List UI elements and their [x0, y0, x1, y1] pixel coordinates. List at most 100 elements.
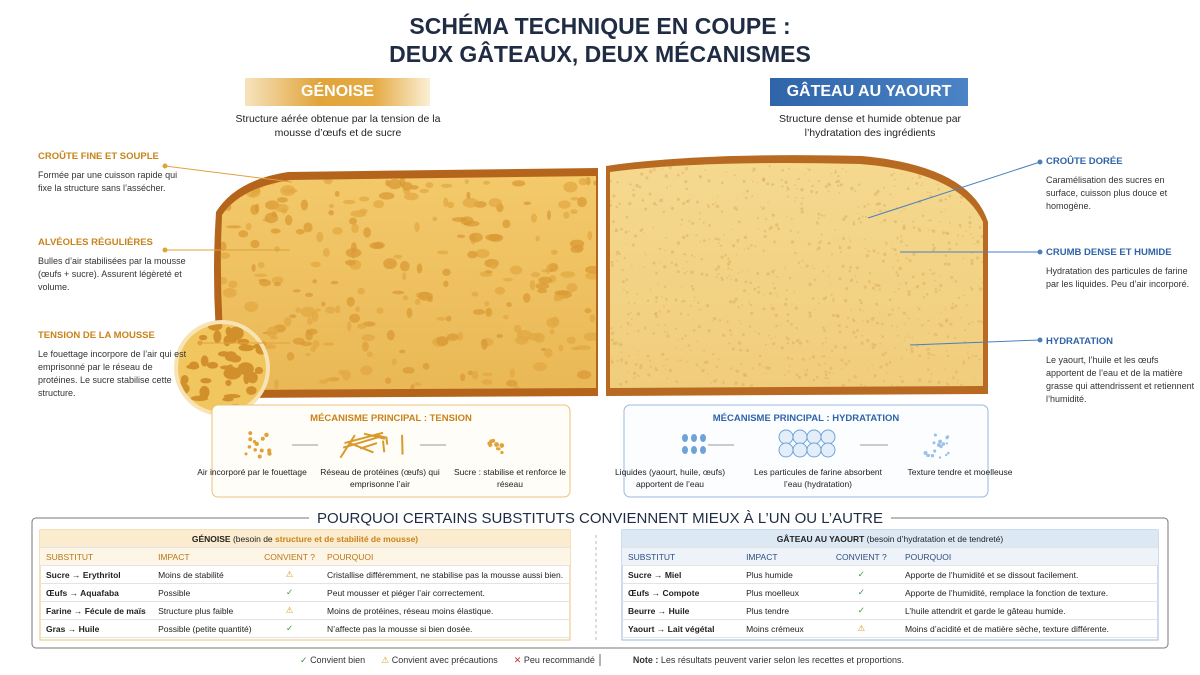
- annotation: ALVÉOLES RÉGULIÈRES Bulles d’air stabilis…: [38, 236, 188, 294]
- mechanism-step: Réseau de protéines (œufs) qui emprisonn…: [320, 467, 440, 489]
- pore: [655, 295, 659, 300]
- pore: [970, 287, 974, 291]
- pore: [785, 215, 787, 217]
- hole: [399, 260, 410, 272]
- pore: [624, 380, 628, 384]
- pore: [901, 220, 903, 222]
- pore: [938, 380, 941, 383]
- pore: [783, 373, 786, 376]
- table-row: Sucre → Erythritol Moins de stabilité ⚠ Cri…: [40, 565, 570, 584]
- pore: [643, 326, 647, 330]
- dot: [496, 447, 500, 451]
- hole: [399, 177, 406, 187]
- hole: [535, 282, 550, 290]
- pore: [769, 307, 772, 310]
- pore: [737, 341, 742, 345]
- pore: [965, 230, 967, 232]
- pore: [653, 261, 655, 263]
- pore: [727, 267, 730, 270]
- pore: [800, 188, 804, 192]
- hole: [506, 302, 512, 308]
- pore: [810, 190, 814, 193]
- hole: [485, 234, 502, 241]
- hole: [228, 280, 238, 289]
- hole: [255, 203, 260, 213]
- pore: [681, 337, 684, 340]
- pore: [968, 225, 971, 229]
- pore: [862, 310, 864, 312]
- column-header: SUBSTITUT: [40, 547, 153, 566]
- pore: [977, 284, 979, 287]
- pore: [664, 174, 669, 178]
- hole: [399, 349, 406, 354]
- pore: [637, 374, 639, 377]
- hole: [257, 261, 265, 269]
- pore: [638, 185, 642, 189]
- pore: [693, 328, 696, 332]
- pore: [880, 221, 882, 224]
- pore: [752, 170, 754, 173]
- hole: [316, 231, 324, 243]
- pore: [784, 302, 786, 305]
- pore: [855, 266, 859, 270]
- legend-item: ✓ Convient bien: [300, 655, 373, 665]
- pore: [699, 308, 702, 311]
- pore: [610, 179, 612, 183]
- pore: [932, 243, 935, 247]
- hole: [432, 216, 438, 222]
- pore: [761, 206, 765, 210]
- pore: [676, 197, 681, 202]
- pore: [838, 245, 841, 247]
- dot: [945, 453, 948, 457]
- pore: [772, 282, 775, 285]
- pore: [881, 259, 885, 263]
- pore: [616, 181, 619, 184]
- pore: [910, 346, 914, 350]
- pore: [940, 170, 943, 173]
- pore: [945, 318, 949, 322]
- strand: [385, 436, 389, 445]
- pore: [813, 267, 815, 270]
- pore: [621, 269, 624, 272]
- pore: [747, 247, 750, 250]
- pore: [628, 230, 630, 233]
- pore: [725, 171, 728, 173]
- pore: [972, 237, 974, 239]
- pore: [946, 335, 950, 339]
- hole: [273, 281, 282, 287]
- pore: [762, 250, 764, 252]
- pore: [844, 362, 848, 366]
- pore: [633, 302, 636, 305]
- pore: [962, 169, 965, 172]
- pore: [962, 257, 964, 260]
- pore: [871, 346, 875, 350]
- pore: [940, 211, 943, 214]
- pore: [794, 196, 797, 199]
- pore: [827, 275, 830, 278]
- column-header: IMPACT: [740, 547, 824, 566]
- pore: [929, 219, 932, 222]
- pore: [832, 299, 835, 302]
- hole: [530, 213, 537, 223]
- pore: [857, 217, 861, 220]
- pore: [715, 365, 719, 369]
- pore: [698, 175, 703, 179]
- dot: [936, 443, 941, 447]
- pore: [918, 175, 922, 179]
- pore: [917, 319, 920, 321]
- pore: [917, 227, 920, 230]
- pore: [830, 253, 833, 256]
- pore: [877, 284, 881, 288]
- cake-badge: GÂTEAU AU YAOURT: [770, 78, 968, 106]
- pore: [633, 331, 636, 333]
- table-cell: Moins crémeux: [740, 619, 824, 638]
- hole: [442, 268, 451, 276]
- mechanism-step: Air incorporé par le fouettage: [197, 467, 307, 477]
- pore: [731, 244, 736, 248]
- table-row: Yaourt → Lait végétal Moins crémeux ⚠ Moins…: [622, 619, 1158, 638]
- hole: [286, 352, 295, 361]
- pore: [977, 320, 981, 323]
- pore: [683, 252, 687, 256]
- hole: [200, 355, 209, 367]
